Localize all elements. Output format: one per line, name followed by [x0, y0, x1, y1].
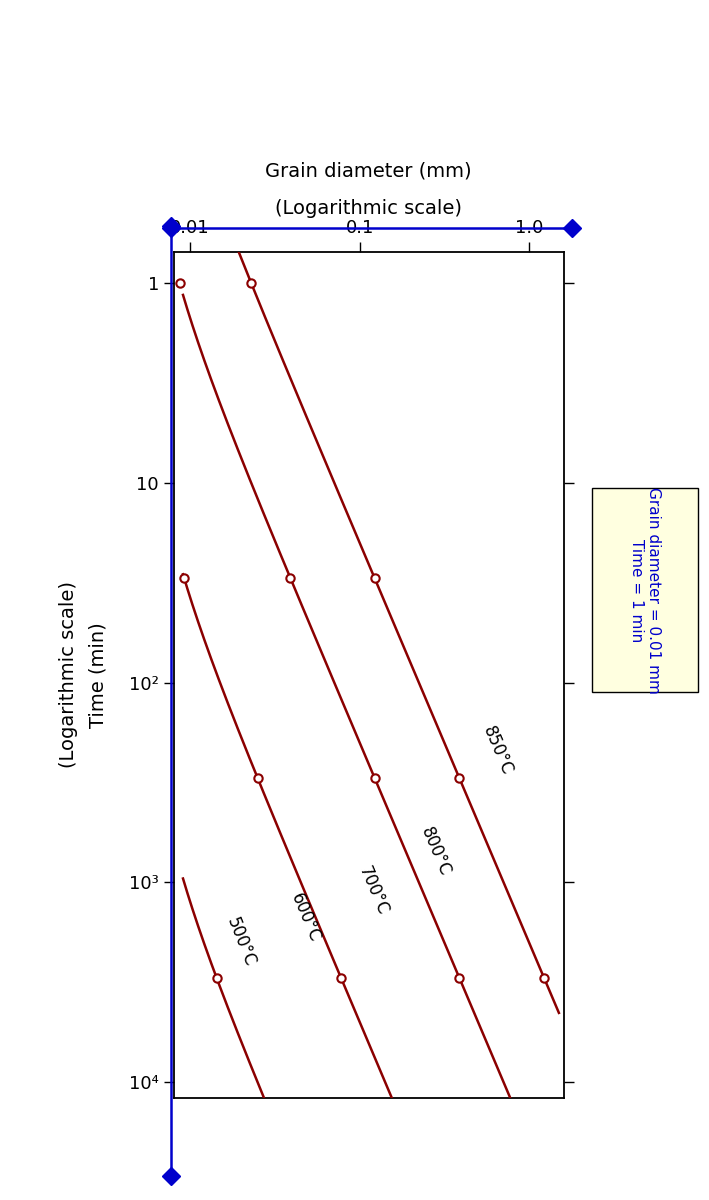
Text: 850°C: 850°C — [479, 724, 515, 778]
Text: Grain diameter (mm): Grain diameter (mm) — [265, 161, 472, 180]
Text: 600°C: 600°C — [287, 890, 324, 944]
Text: (Logarithmic scale): (Logarithmic scale) — [275, 199, 462, 218]
Text: (Logarithmic scale): (Logarithmic scale) — [59, 582, 78, 768]
Text: 800°C: 800°C — [417, 824, 454, 878]
Text: Time (min): Time (min) — [88, 622, 107, 728]
Text: 500°C: 500°C — [223, 916, 259, 970]
Text: 700°C: 700°C — [354, 864, 391, 918]
Text: Grain diameter = 0.01 mm
Time = 1 min: Grain diameter = 0.01 mm Time = 1 min — [629, 487, 661, 694]
